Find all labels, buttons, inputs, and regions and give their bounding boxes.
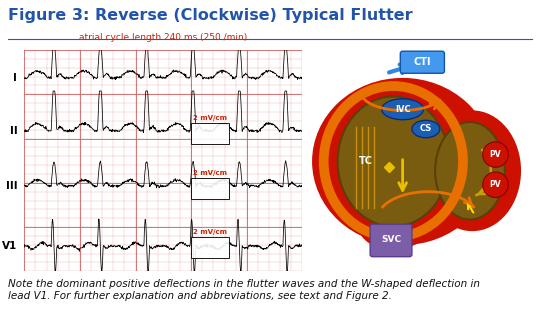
- Text: PV: PV: [490, 150, 501, 159]
- Text: III: III: [6, 181, 17, 191]
- FancyBboxPatch shape: [400, 51, 444, 73]
- Ellipse shape: [359, 203, 428, 250]
- Ellipse shape: [423, 110, 521, 231]
- Text: IVC: IVC: [395, 105, 410, 114]
- Text: II: II: [10, 126, 17, 136]
- Circle shape: [483, 172, 508, 197]
- Text: Figure 3: Reverse (Clockwise) Typical Flutter: Figure 3: Reverse (Clockwise) Typical Fl…: [8, 8, 413, 23]
- FancyBboxPatch shape: [370, 224, 412, 257]
- Text: CS: CS: [420, 124, 432, 133]
- Ellipse shape: [412, 120, 440, 138]
- Bar: [191, 178, 229, 199]
- Ellipse shape: [382, 99, 423, 120]
- Bar: [191, 237, 229, 258]
- Text: PV: PV: [490, 180, 501, 189]
- Text: 2 mV/cm: 2 mV/cm: [193, 229, 227, 235]
- Bar: [191, 123, 229, 144]
- Text: 2 mV/cm: 2 mV/cm: [193, 170, 227, 176]
- Text: 2 mV/cm: 2 mV/cm: [193, 115, 227, 121]
- Text: Note the dominant positive deflections in the flutter waves and the W-shaped def: Note the dominant positive deflections i…: [8, 279, 480, 301]
- Ellipse shape: [435, 122, 505, 220]
- Text: atrial cycle length 240 ms (250 /min): atrial cycle length 240 ms (250 /min): [79, 33, 247, 42]
- Ellipse shape: [338, 97, 449, 226]
- Text: CTI: CTI: [414, 57, 431, 67]
- Text: I: I: [14, 73, 17, 83]
- Ellipse shape: [312, 78, 493, 245]
- Text: TC: TC: [359, 157, 373, 166]
- Circle shape: [483, 142, 508, 167]
- Text: V1: V1: [2, 241, 17, 251]
- Text: SVC: SVC: [381, 235, 401, 244]
